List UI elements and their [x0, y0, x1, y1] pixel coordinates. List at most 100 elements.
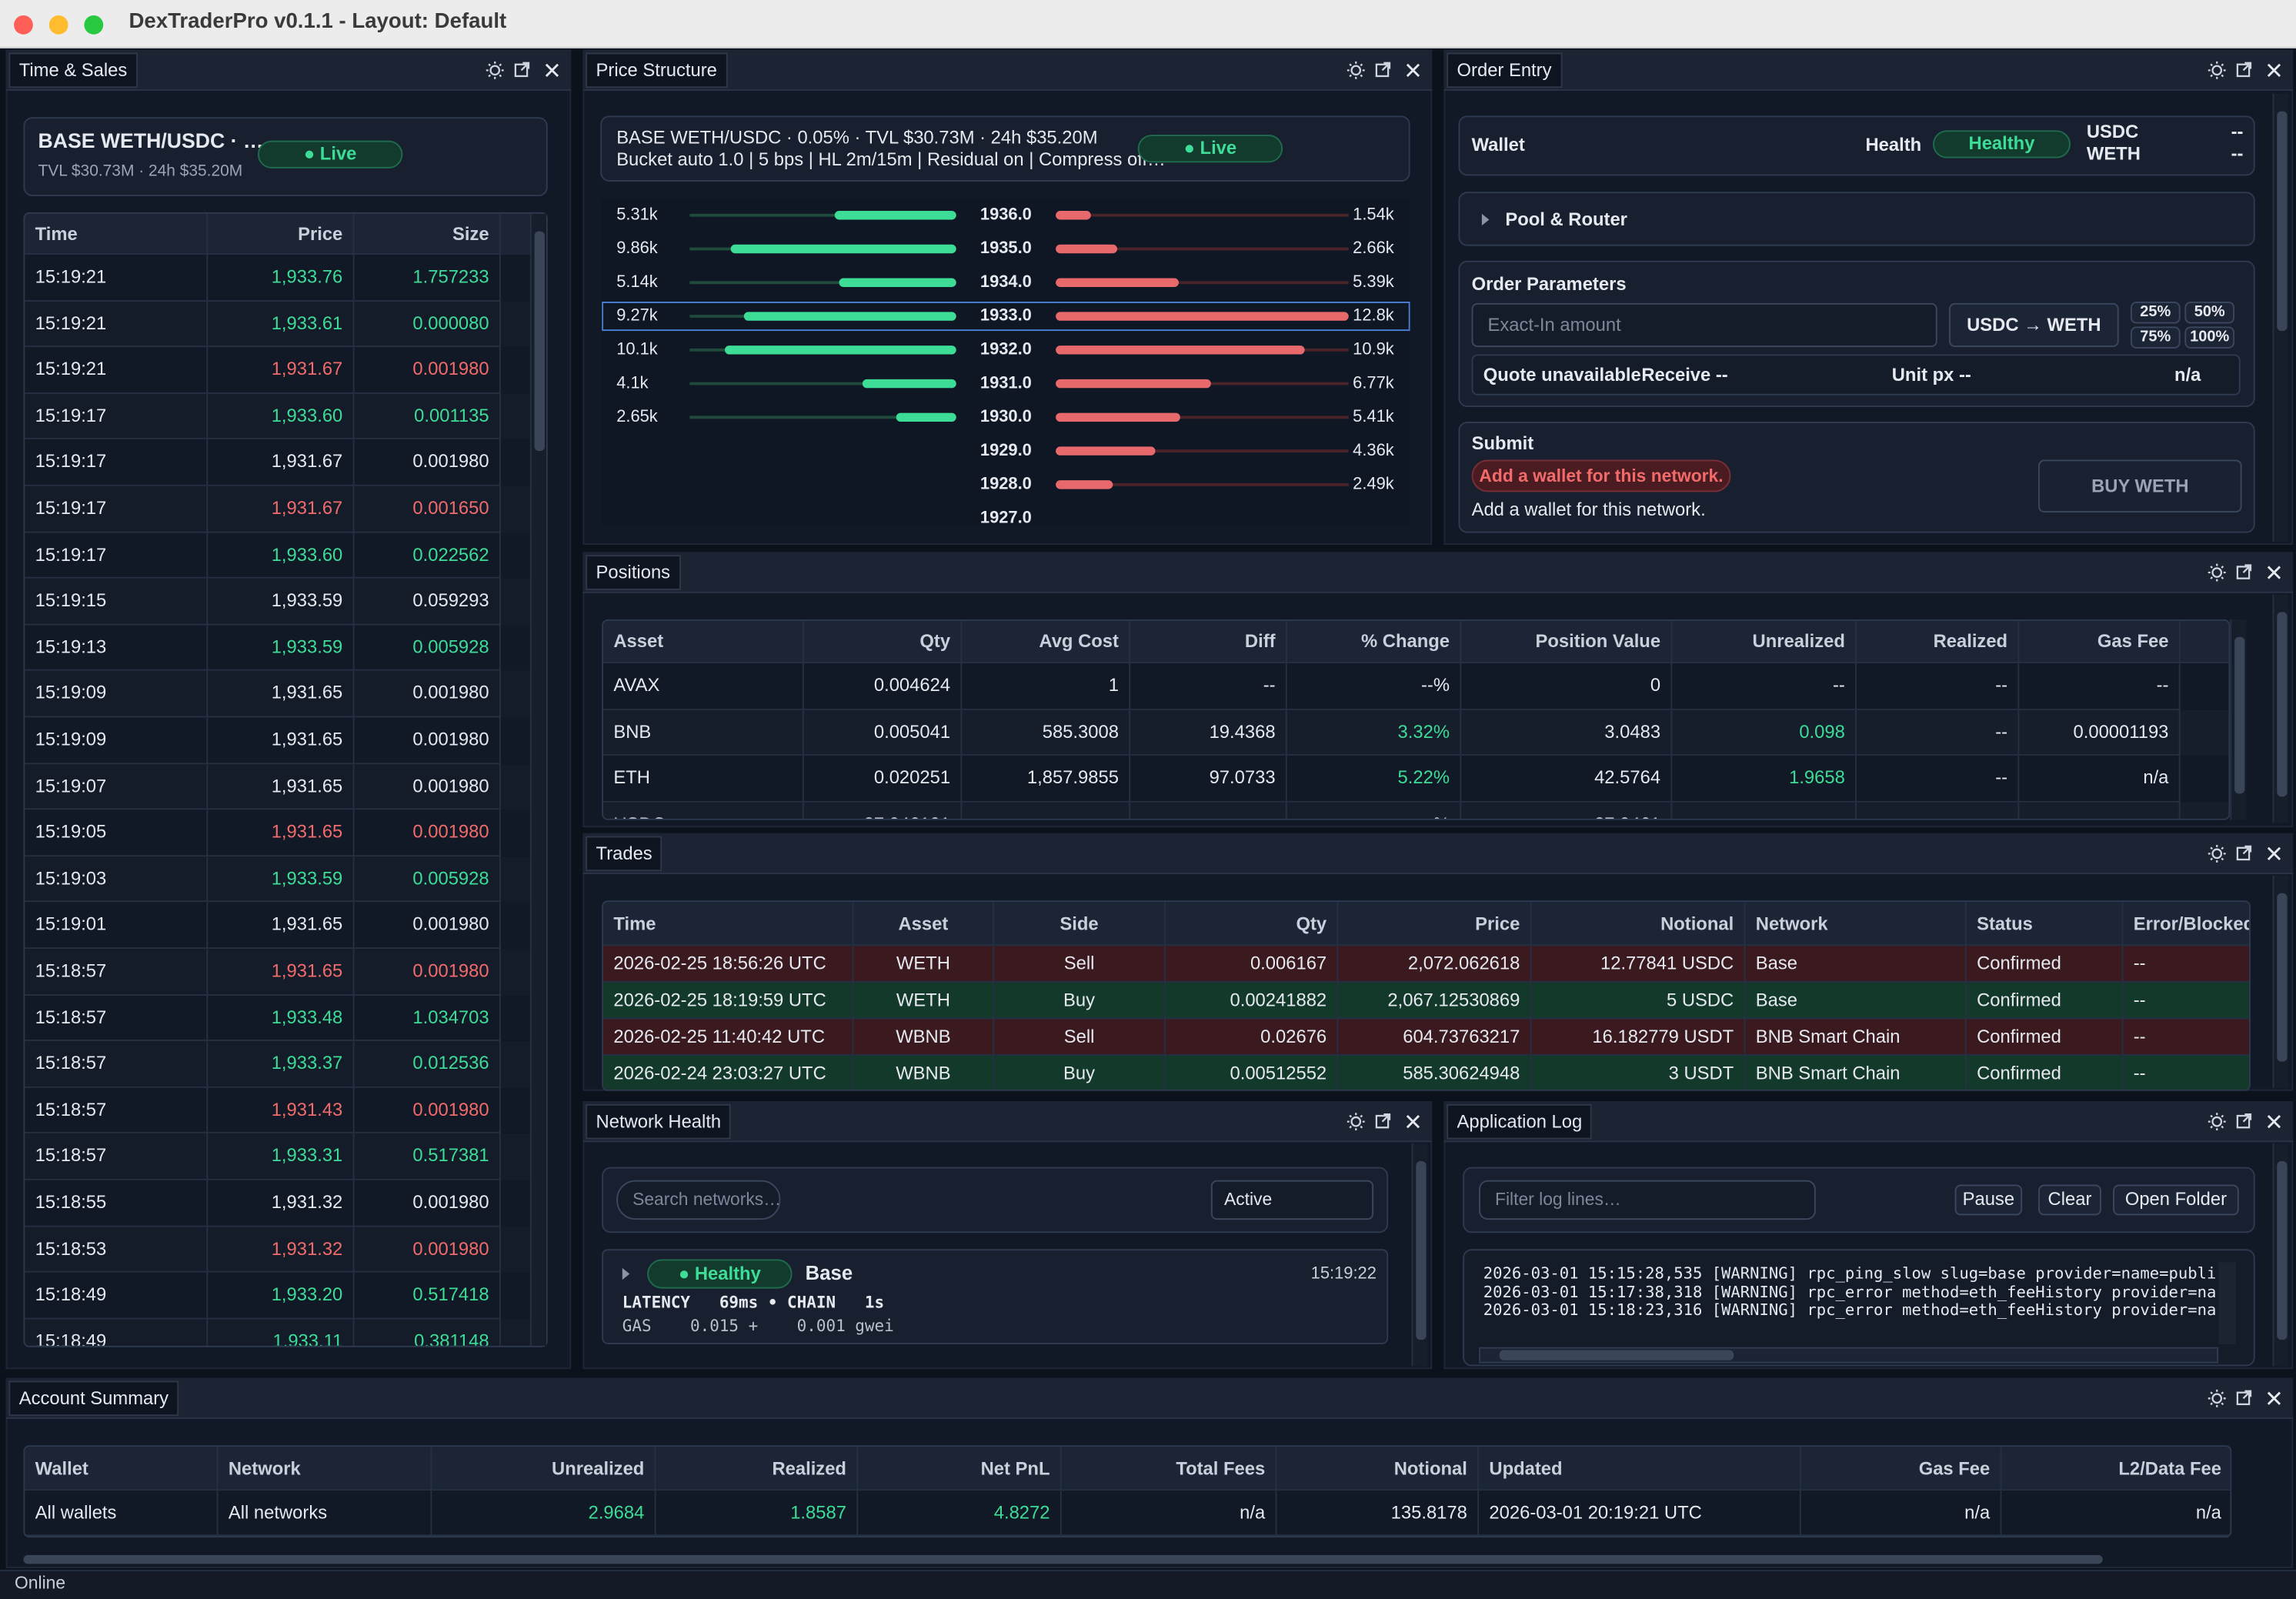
close-icon[interactable]: [2267, 846, 2281, 861]
ask-bar: [1056, 446, 1156, 456]
direction-button[interactable]: USDC → WETH: [1948, 302, 2119, 347]
buy-button[interactable]: BUY WETH: [2038, 459, 2242, 513]
popout-icon[interactable]: [2236, 1390, 2252, 1406]
scroll-thumb[interactable]: [2277, 1161, 2288, 1340]
settings-glyph: [499, 63, 502, 67]
settings-glyph: [1349, 74, 1352, 78]
close-icon[interactable]: [2267, 63, 2281, 77]
percent-button[interactable]: 75%: [2130, 326, 2181, 349]
percent-button[interactable]: 50%: [2184, 302, 2235, 324]
popout-icon[interactable]: [1375, 62, 1391, 78]
ladder-price: 1931.0: [979, 375, 1032, 392]
ask-track: [1056, 281, 1349, 285]
scroll-thumb[interactable]: [534, 231, 545, 452]
table-row: [603, 801, 2229, 819]
scrollbar[interactable]: [2272, 1143, 2289, 1367]
percent-button[interactable]: 100%: [2184, 326, 2235, 349]
table-cell: --: [1857, 709, 2020, 756]
window-controls[interactable]: [0, 0, 117, 48]
panel-controls[interactable]: [480, 50, 568, 91]
panel-controls[interactable]: [2202, 1101, 2290, 1142]
popout-icon[interactable]: [1375, 1113, 1391, 1129]
table-cell: Sell: [994, 1019, 1166, 1057]
panel-controls[interactable]: [1341, 1101, 1429, 1142]
settings-icon[interactable]: [1347, 1113, 1365, 1131]
settings-icon[interactable]: [2208, 563, 2226, 582]
bid-bar: [744, 312, 956, 321]
amount-input[interactable]: Exact-In amount: [1471, 302, 1937, 347]
table-cell: 15:19:21: [25, 301, 209, 348]
pool-router-card[interactable]: [1458, 192, 2255, 246]
settings-icon[interactable]: [2208, 1389, 2226, 1407]
table-cell: n/a: [2019, 755, 2181, 802]
network-search[interactable]: Search networks…: [616, 1180, 781, 1220]
settings-icon[interactable]: [2208, 61, 2226, 79]
scroll-thumb[interactable]: [2277, 111, 2288, 332]
settings-icon[interactable]: [1347, 61, 1365, 79]
zoom-button[interactable]: [84, 15, 104, 35]
panel-controls[interactable]: [2202, 552, 2290, 593]
log-vscroll[interactable]: [2218, 1262, 2236, 1344]
column-header: Gas Fee: [1800, 1447, 2002, 1491]
connection-status: Online: [15, 1572, 66, 1594]
close-icon[interactable]: [2267, 1391, 2281, 1405]
log-button[interactable]: Clear: [2038, 1184, 2101, 1216]
popout-icon[interactable]: [514, 62, 530, 78]
table-row: [25, 1273, 546, 1320]
scroll-thumb[interactable]: [2234, 636, 2245, 794]
params-title: Order Parameters: [1471, 273, 1627, 295]
scrollbar[interactable]: [2272, 594, 2289, 823]
ask-size: 2.49k: [1353, 476, 1394, 494]
log-hscroll-thumb[interactable]: [1499, 1350, 1734, 1360]
expand-arrow[interactable]: [1479, 212, 1493, 227]
panel-controls[interactable]: [2202, 833, 2290, 874]
panel-controls[interactable]: [2202, 1378, 2290, 1419]
scroll-thumb[interactable]: [2277, 893, 2288, 1062]
table-cell: 1.757233: [354, 255, 501, 302]
column-header: Unrealized: [432, 1447, 656, 1491]
summary-hscroll[interactable]: [23, 1554, 2103, 1564]
table-cell: 0.005928: [354, 856, 501, 903]
scrollbar[interactable]: [2272, 93, 2289, 542]
close-icon[interactable]: [545, 63, 559, 77]
scrollbar[interactable]: [1411, 1143, 1428, 1367]
popout-icon[interactable]: [2236, 1113, 2252, 1129]
percent-button[interactable]: 25%: [2130, 302, 2181, 324]
scroll-thumb[interactable]: [2277, 612, 2288, 797]
close-icon[interactable]: [2267, 1115, 2281, 1129]
log-filter-input[interactable]: Filter log lines…: [1479, 1180, 1816, 1220]
panel-controls[interactable]: [2202, 50, 2290, 91]
log-button[interactable]: Open Folder: [2113, 1184, 2239, 1216]
structure-settings: Bucket auto 1.0 | 5 bps | HL 2m/15m | Re…: [616, 149, 1166, 170]
scrollbar[interactable]: [529, 213, 546, 1346]
scroll-thumb[interactable]: [1416, 1161, 1427, 1340]
table-cell: 27.946101: [804, 801, 963, 819]
bid-track: [689, 213, 956, 217]
expand-arrow[interactable]: [619, 1267, 634, 1281]
close-icon[interactable]: [1406, 63, 1420, 77]
table-cell: Confirmed: [1967, 1056, 2124, 1090]
ask-track: [1056, 213, 1349, 217]
panel-controls[interactable]: [1341, 50, 1429, 91]
column-header: Time: [25, 213, 209, 255]
popout-icon[interactable]: [2236, 62, 2252, 78]
scrollbar[interactable]: [2272, 875, 2289, 1088]
table-cell: 1.9658: [1672, 755, 1857, 802]
table-row: [25, 763, 546, 810]
settings-glyph: [2211, 567, 2223, 578]
popout-icon[interactable]: [2236, 845, 2252, 861]
close-button[interactable]: [14, 15, 33, 35]
log-button[interactable]: Pause: [1954, 1184, 2023, 1216]
network-status-select[interactable]: Active: [1210, 1180, 1374, 1220]
settings-icon[interactable]: [2208, 1113, 2226, 1131]
table-cell: 0.001980: [354, 902, 501, 950]
settings-icon[interactable]: [2208, 844, 2226, 863]
popout-icon[interactable]: [2236, 564, 2252, 579]
minimize-button[interactable]: [48, 15, 68, 35]
close-icon[interactable]: [1406, 1115, 1420, 1129]
submit-message: Add a wallet for this network.: [1471, 499, 1706, 520]
close-icon[interactable]: [2267, 566, 2281, 579]
bid-size: 5.14k: [616, 273, 658, 292]
scrollbar[interactable]: [2230, 619, 2247, 820]
settings-icon[interactable]: [486, 61, 504, 79]
